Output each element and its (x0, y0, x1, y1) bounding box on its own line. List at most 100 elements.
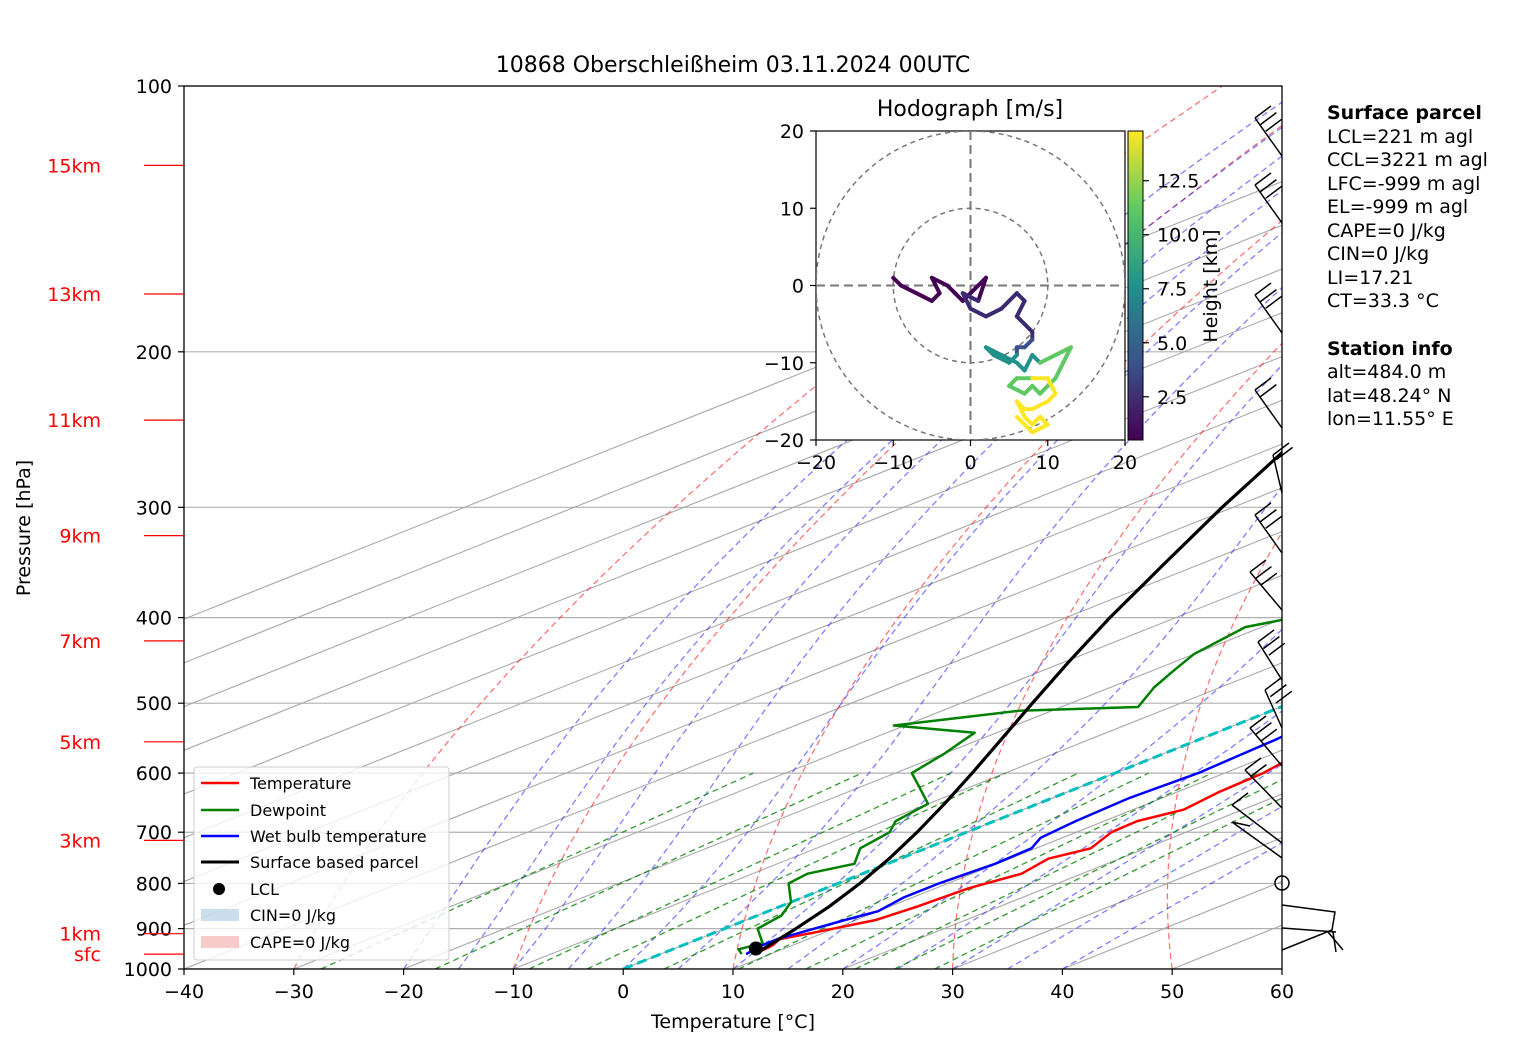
wind-barb-feather (1272, 442, 1290, 456)
mixing-ratio-line (805, 772, 1213, 969)
x-tick-label: 30 (941, 981, 965, 1003)
wind-barb-feather (1259, 111, 1277, 126)
calm-wind-circle (1274, 875, 1290, 891)
wind-barb-feather (1260, 728, 1278, 742)
x-tick-label: 0 (617, 981, 629, 1003)
wind-barb-feather (1276, 446, 1294, 460)
hodograph-y-tick-label: −10 (764, 353, 804, 375)
chart-title: 10868 Oberschleißheim 03.11.2024 00UTC (496, 53, 971, 78)
wind-barb (1231, 821, 1283, 859)
wind-barb-feather (1257, 629, 1275, 643)
legend-lcl: LCL (250, 880, 279, 899)
colorbar-tick-label: 7.5 (1157, 279, 1187, 301)
colorbar-tick-label: 2.5 (1157, 387, 1187, 409)
isotherm-line (513, 662, 1282, 969)
hodograph-y-tick-label: −20 (764, 430, 804, 452)
wind-barb (1254, 294, 1283, 334)
mixing-ratio-line (586, 772, 1006, 969)
hodograph-trace (929, 275, 950, 288)
hodograph-trace (960, 291, 973, 311)
surface-line-lfc: LFC=-999 m agl (1327, 172, 1481, 195)
hodograph-trace (991, 353, 1012, 365)
legend-parcel: Surface based parcel (250, 853, 419, 872)
isotherm-line (184, 224, 1282, 664)
wind-barbs (1231, 105, 1344, 953)
moist-adiabat-line (897, 710, 1282, 969)
colorbar-tick-label: 12.5 (1157, 171, 1199, 193)
dewpoint-line (737, 618, 1282, 955)
legend-wetbulb: Wet bulb temperature (250, 827, 427, 846)
hodograph-trace (1045, 376, 1058, 396)
hodograph-trace (1038, 353, 1058, 365)
station-info-title: Station info (1327, 337, 1453, 360)
legend-cin: CIN=0 J/kg (250, 906, 336, 925)
wind-barb-feather (1254, 502, 1272, 516)
wind-barb (1231, 804, 1283, 844)
surface-line-ccl: CCL=3221 m agl (1327, 149, 1488, 171)
wind-barb-feather (1259, 289, 1277, 303)
y-tick-label: 1000 (124, 959, 172, 981)
y-tick-label: 900 (136, 919, 172, 941)
wind-barb-feather (1260, 572, 1278, 586)
hodograph-trace (983, 306, 1004, 319)
hodograph-trace (1014, 414, 1035, 435)
dry-adiabat-line (1166, 531, 1282, 969)
surface-line-li: LI=17.21 (1327, 266, 1414, 289)
legend-temperature: Temperature (249, 774, 351, 793)
wind-barb-feather (1265, 118, 1283, 132)
height-label: 11km (47, 410, 101, 432)
wind-barb-feather (1275, 690, 1293, 704)
wet-bulb-line (745, 735, 1282, 956)
wind-barb-feather (1332, 931, 1337, 953)
wind-barb (1254, 514, 1283, 554)
hodograph-trace (1061, 345, 1073, 365)
wind-barb-feather (1265, 185, 1283, 199)
isotherm-line (732, 749, 1282, 969)
wind-barb (1257, 641, 1283, 681)
wind-barb (1281, 904, 1336, 951)
x-tick-label: 20 (831, 981, 855, 1003)
hodograph-trace (983, 345, 1004, 358)
moist-adiabat-line (1007, 805, 1282, 969)
x-tick-label: 10 (721, 981, 745, 1003)
x-tick-label: 60 (1270, 981, 1294, 1003)
isotherm-line (184, 530, 1282, 969)
mixing-ratio-line (894, 778, 1282, 969)
isotherm-line (184, 355, 1282, 795)
y-tick-label: 500 (136, 693, 172, 715)
parcel-line (754, 450, 1282, 956)
surface-line-cin: CIN=0 J/kg (1327, 243, 1430, 265)
height-label: sfc (74, 944, 101, 966)
colorbar-tick-label: 5.0 (1157, 333, 1187, 355)
hodograph-trace (976, 275, 988, 303)
wind-barb-feather (1254, 721, 1272, 736)
wind-barb-feather (1262, 635, 1280, 650)
wind-barb-feather (1244, 757, 1262, 771)
wind-barb (1249, 727, 1283, 767)
colorbar-tick-label: 10.0 (1157, 225, 1199, 247)
wind-barb (1264, 689, 1283, 729)
hodograph: Hodograph [m/s] −20 −10 0 10 20 20 10 0 −10 −20 2… (764, 97, 1222, 474)
isotherm-line (184, 180, 1282, 620)
dry-adiabat-line (951, 342, 1282, 969)
moist-adiabat-line (1062, 842, 1282, 969)
mixing-ratio-line (738, 772, 1149, 969)
hodograph-y-tick-label: 10 (780, 198, 804, 220)
wind-barb-feather (1259, 509, 1277, 523)
wind-barb (1254, 117, 1283, 157)
hodograph-trace (1030, 399, 1050, 412)
mixing-ratio-line (934, 797, 1282, 969)
legend-cape: CAPE=0 J/kg (250, 933, 350, 952)
hodograph-x-tick-label: 0 (964, 452, 976, 474)
x-tick-label: −30 (274, 981, 314, 1003)
wind-barb-feather (1249, 715, 1267, 729)
hodograph-x-tick-label: 20 (1113, 452, 1137, 474)
isotherm-line (184, 312, 1282, 751)
wind-barb-feather (1254, 565, 1272, 580)
wind-barb-feather (1249, 763, 1267, 778)
hodograph-trace (1014, 399, 1027, 419)
wind-barb-feather (1268, 642, 1286, 656)
wind-barb (1254, 184, 1283, 224)
hodograph-trace (1007, 383, 1027, 396)
moist-adiabat-line (787, 485, 1282, 969)
